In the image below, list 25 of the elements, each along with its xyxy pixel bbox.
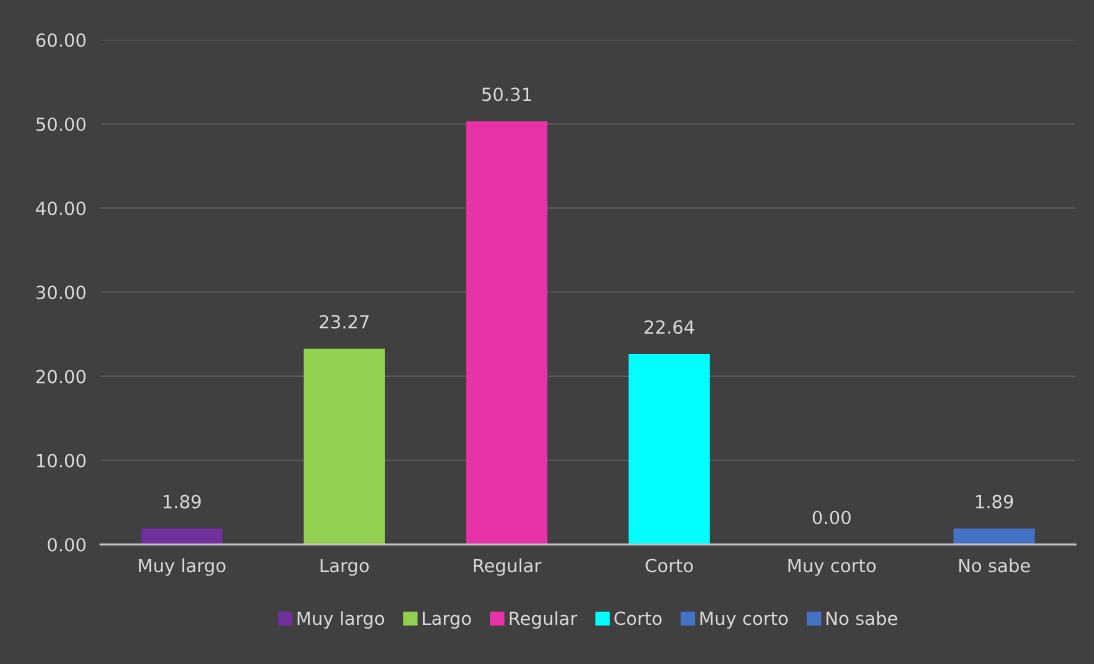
y-tick-label: 30.00 xyxy=(36,285,86,300)
data-label: 1.89 xyxy=(976,494,1013,509)
y-tick-label: 20.00 xyxy=(36,369,86,384)
x-tick-label: Largo xyxy=(320,558,369,576)
data-label: 1.89 xyxy=(163,494,201,509)
y-tick-label: 10.00 xyxy=(37,453,86,468)
x-tick-label: No sabe xyxy=(959,558,1030,573)
data-label: 0.00 xyxy=(812,510,851,525)
x-tick-label: Regular xyxy=(473,558,542,576)
legend-label: Corto xyxy=(614,611,662,626)
data-label: 23.27 xyxy=(319,314,369,329)
data-label: 50.31 xyxy=(482,87,531,102)
legend-label: Regular xyxy=(509,611,578,629)
x-tick-label: Muy largo xyxy=(139,558,226,576)
y-tick-label: 0.00 xyxy=(47,537,86,552)
x-tick-label: Corto xyxy=(645,558,693,573)
legend-label: Muy largo xyxy=(297,611,385,629)
x-tick-label: Muy corto xyxy=(788,558,876,576)
y-tick-label: 50.00 xyxy=(36,117,86,132)
legend-label: Largo xyxy=(422,611,471,629)
y-tick-label: 40.00 xyxy=(35,201,86,216)
legend-label: No sabe xyxy=(826,611,898,626)
y-tick-label: 60.00 xyxy=(36,33,86,47)
legend-label: Muy corto xyxy=(700,611,788,629)
data-label: 22.64 xyxy=(644,320,695,334)
